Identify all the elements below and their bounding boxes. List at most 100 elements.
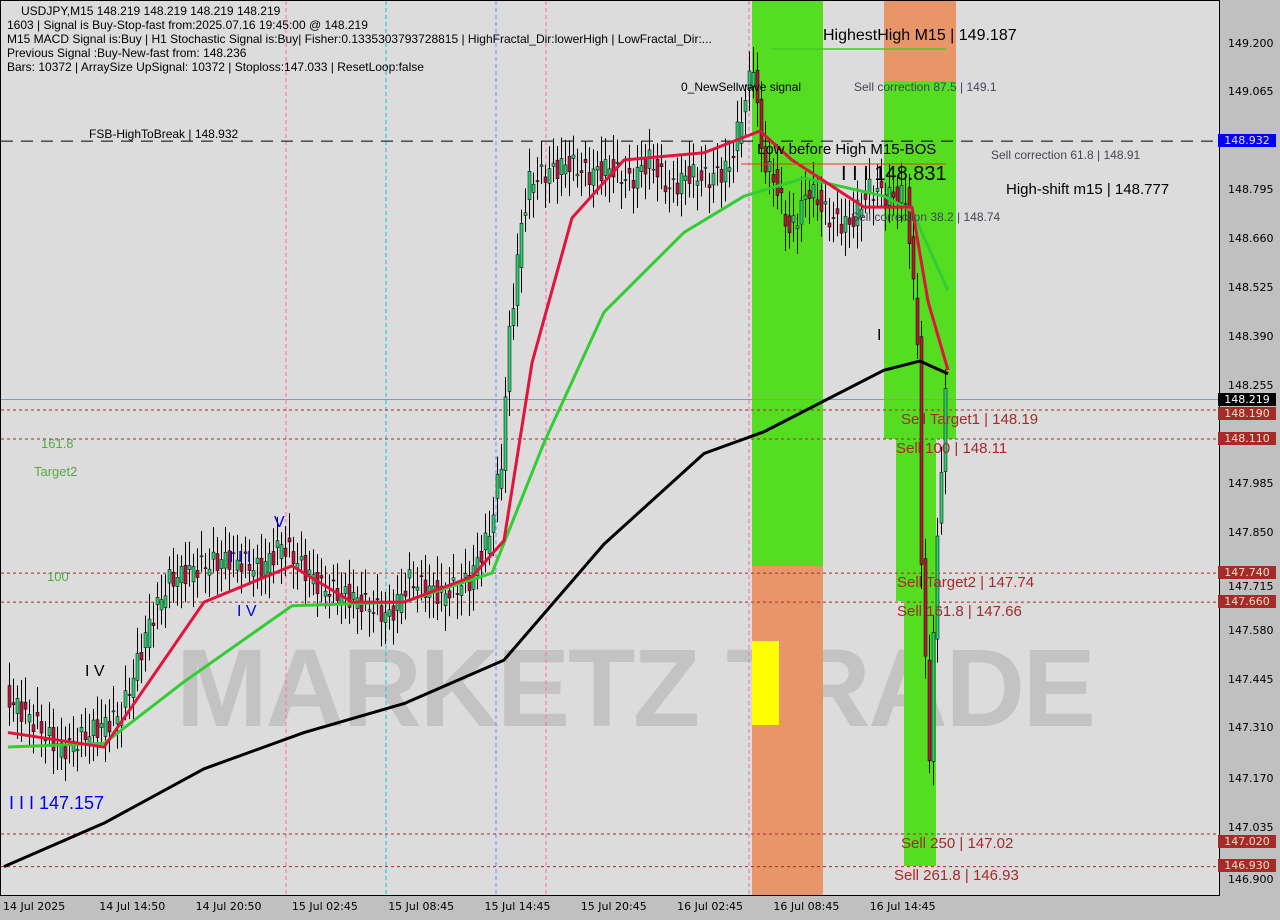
candle-body: [167, 569, 172, 584]
candle-body: [787, 215, 792, 233]
candle-body: [863, 193, 868, 200]
wave-iii-label: I I I 147.157: [9, 793, 105, 813]
candle-body: [835, 208, 840, 215]
candle-body: [719, 168, 724, 183]
time-tick-label: 16 Jul 08:45: [773, 900, 840, 913]
candle-body: [827, 222, 832, 228]
candle-body: [455, 593, 460, 595]
candle-body: [419, 575, 424, 577]
candle-body: [171, 571, 176, 587]
candle-body: [515, 254, 520, 306]
candle-body: [619, 182, 624, 184]
candle-body: [291, 551, 296, 565]
candle-body: [615, 161, 620, 164]
high-shift-label: High-shift m15 | 148.777: [1006, 181, 1170, 198]
candle-body: [631, 179, 636, 189]
candle-body: [211, 551, 216, 560]
candle-body: [751, 72, 756, 87]
time-tick-label: 15 Jul 08:45: [388, 900, 455, 913]
candle-body: [667, 187, 672, 190]
fsb-high-label: FSB-HighToBreak | 148.932: [89, 127, 239, 141]
candle-body: [759, 98, 764, 149]
candle-body: [659, 163, 664, 167]
candle-body: [343, 586, 348, 595]
chart-plot-area[interactable]: MARKETZ TRADE USDJPY,M15 148.219 148.219…: [0, 0, 1220, 896]
new-sell-wave-label: 0_NewSellwave signal: [681, 80, 802, 94]
time-tick-label: 14 Jul 14:50: [99, 900, 166, 913]
candle-body: [103, 716, 108, 737]
candle-body: [691, 164, 696, 178]
candle-body: [875, 188, 880, 192]
price-tick-label: 149.065: [1228, 85, 1274, 99]
candle-body: [143, 632, 148, 648]
price-tick-label: 148.390: [1228, 330, 1274, 344]
price-level-tag: 148.190: [1218, 406, 1276, 420]
candle-body: [739, 121, 744, 144]
candle-body: [275, 540, 280, 549]
candle-body: [95, 719, 100, 738]
candle-body: [795, 225, 800, 229]
candle-body: [19, 701, 24, 722]
candle-body: [407, 569, 412, 579]
candle-body: [139, 652, 144, 661]
candle-body: [99, 723, 104, 728]
candle-body: [847, 217, 852, 225]
candle-body: [583, 159, 588, 163]
buy-zone-green: [752, 1, 823, 566]
candle-body: [219, 559, 224, 569]
candle-body: [495, 473, 500, 499]
price-level-tag: 148.219: [1218, 392, 1276, 406]
candle-body: [319, 575, 324, 579]
candle-body: [683, 175, 688, 181]
sell-target1-label: Sell Target1 | 148.19: [901, 411, 1039, 428]
candle-body: [735, 121, 740, 152]
candle-body: [791, 215, 796, 223]
candle-body: [7, 685, 12, 708]
sell-250-label: Sell 250 | 147.02: [901, 835, 1014, 852]
candle-body: [11, 702, 16, 706]
candle-body: [523, 212, 528, 216]
candle-body: [447, 590, 452, 599]
candle-body: [283, 547, 288, 557]
candle-body: [887, 187, 892, 206]
candle-body: [483, 532, 488, 551]
price-tick-label: 147.715: [1228, 579, 1274, 593]
candle-body: [467, 575, 472, 592]
candle-body: [803, 194, 808, 200]
candle-body: [63, 746, 68, 760]
candle-body: [919, 336, 924, 565]
candle-body: [935, 535, 940, 640]
previous-signal: Previous Signal :Buy-New-fast from: 148.…: [7, 46, 247, 60]
candle-body: [463, 573, 468, 578]
wave-iii2-label: I I I: [229, 549, 252, 566]
candle-body: [539, 164, 544, 167]
candle-body: [599, 161, 604, 181]
candle-body: [939, 471, 944, 524]
price-level-tag: 147.660: [1218, 594, 1276, 608]
candle-body: [203, 567, 208, 570]
candle-body: [107, 720, 112, 733]
candle-body: [627, 168, 632, 174]
low-value-label: I I I 148.831: [841, 163, 947, 185]
candle-body: [931, 632, 936, 762]
candle-body: [199, 555, 204, 558]
candle-body: [675, 182, 680, 195]
sell-correction-618: Sell correction 61.8 | 148.91: [991, 148, 1141, 162]
candle-body: [31, 724, 36, 732]
price-tick-label: 147.580: [1228, 623, 1274, 637]
price-tick-label: 147.170: [1228, 772, 1274, 786]
candle-body: [703, 167, 708, 169]
candle-body: [839, 223, 844, 234]
candle-body: [779, 187, 784, 193]
candle-body: [147, 618, 152, 648]
candle-body: [531, 183, 536, 193]
candle-body: [259, 557, 264, 580]
candle-body: [443, 593, 448, 606]
candle-body: [27, 714, 32, 723]
wave-iv-label: I V: [85, 663, 105, 680]
candle-body: [831, 217, 836, 219]
candle-body: [923, 558, 928, 657]
price-level-tag: 148.932: [1218, 133, 1276, 147]
candle-body: [155, 597, 160, 605]
candle-body: [771, 174, 776, 183]
